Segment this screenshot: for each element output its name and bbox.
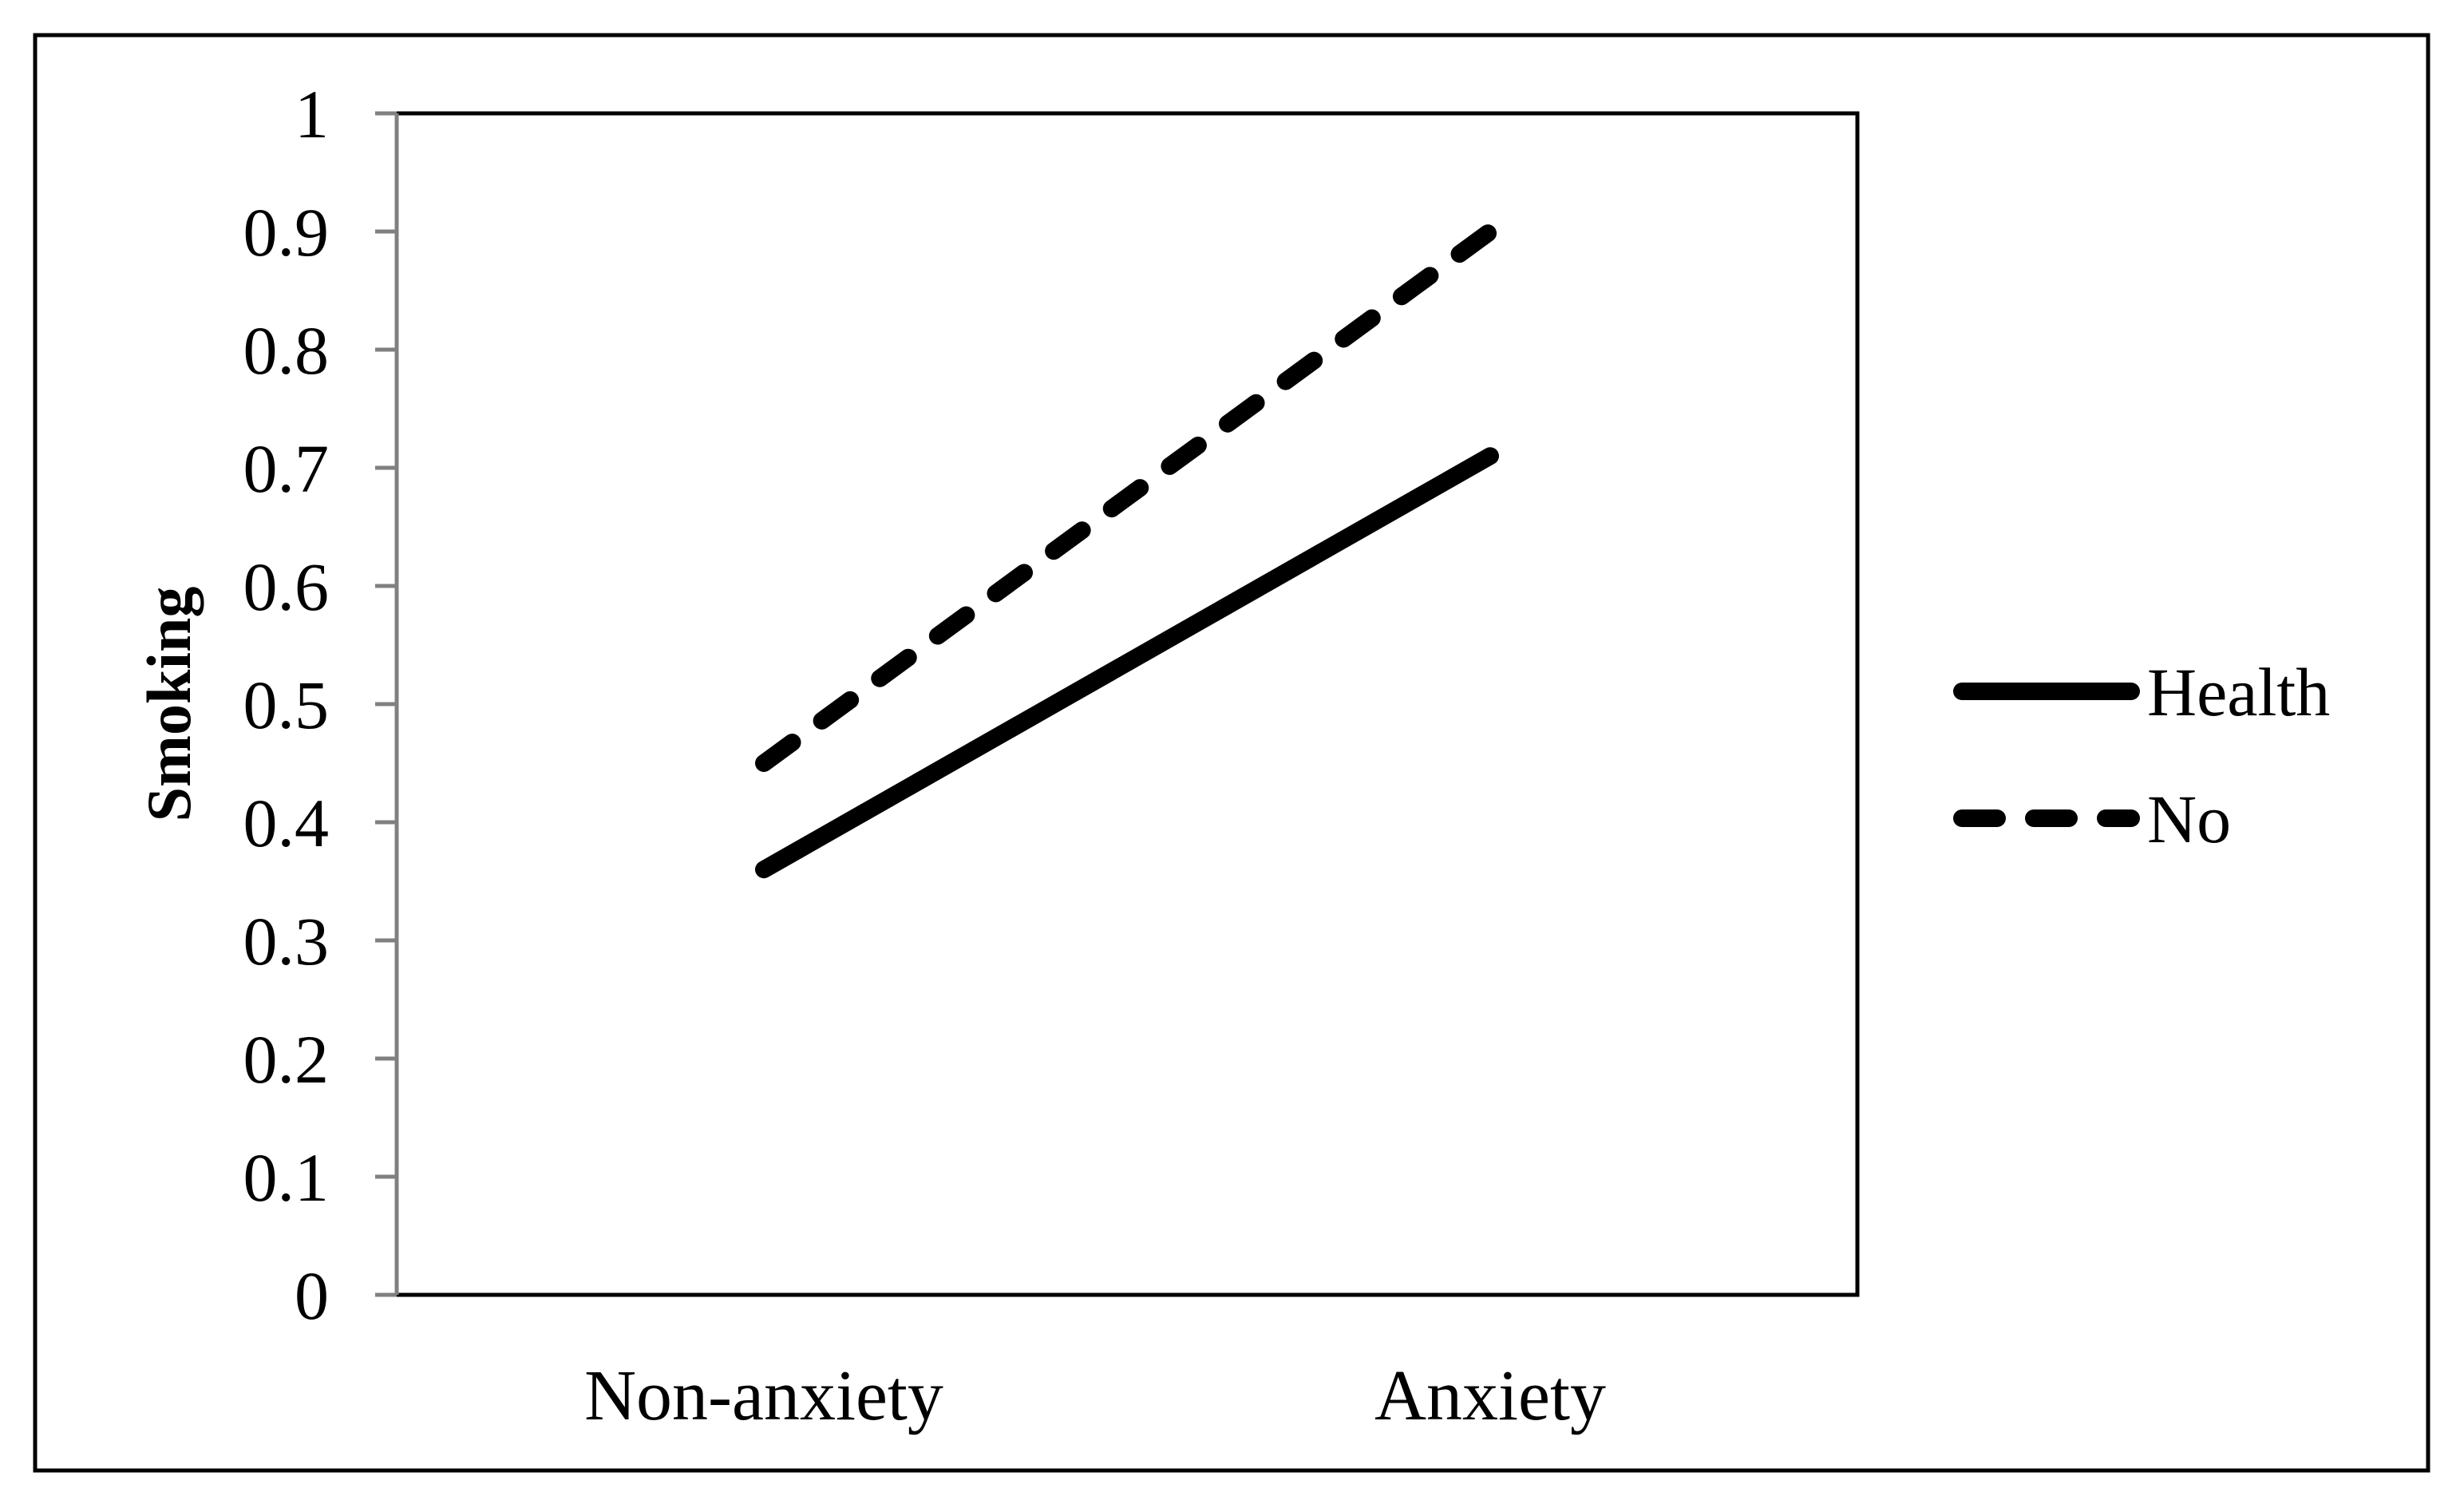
y-tick-label: 0 bbox=[295, 1257, 329, 1334]
y-tick-label: 0.2 bbox=[243, 1021, 330, 1098]
y-tick-label: 0.7 bbox=[243, 430, 330, 507]
plot-area bbox=[394, 111, 1860, 1297]
y-axis-label: Smoking bbox=[134, 587, 204, 822]
legend-label-no: No bbox=[2147, 781, 2231, 857]
series-line-no bbox=[755, 223, 1499, 772]
x-tick-label: Anxiety bbox=[1374, 1356, 1606, 1435]
y-axis-ticks: 0 0.1 0.2 0.3 0.4 0.5 0.6 0.7 0.8 0.9 1 bbox=[243, 76, 397, 1334]
x-tick-label: Non-anxiety bbox=[584, 1356, 943, 1435]
legend: Health No bbox=[1953, 654, 2330, 857]
y-tick-label: 0.8 bbox=[243, 312, 330, 389]
x-axis-labels: Non-anxiety Anxiety bbox=[584, 1356, 1606, 1435]
y-tick-label: 0.5 bbox=[243, 667, 330, 743]
y-tick-label: 0.4 bbox=[243, 785, 330, 861]
series-line-health bbox=[755, 447, 1499, 879]
y-tick-label: 0.6 bbox=[243, 548, 330, 625]
legend-label-health: Health bbox=[2147, 654, 2330, 730]
y-tick-label: 0.1 bbox=[243, 1139, 330, 1216]
y-tick-label: 0.3 bbox=[243, 903, 330, 980]
y-tick-label: 1 bbox=[295, 76, 329, 152]
series-layer bbox=[755, 223, 1499, 879]
y-tick-label: 0.9 bbox=[243, 194, 330, 271]
